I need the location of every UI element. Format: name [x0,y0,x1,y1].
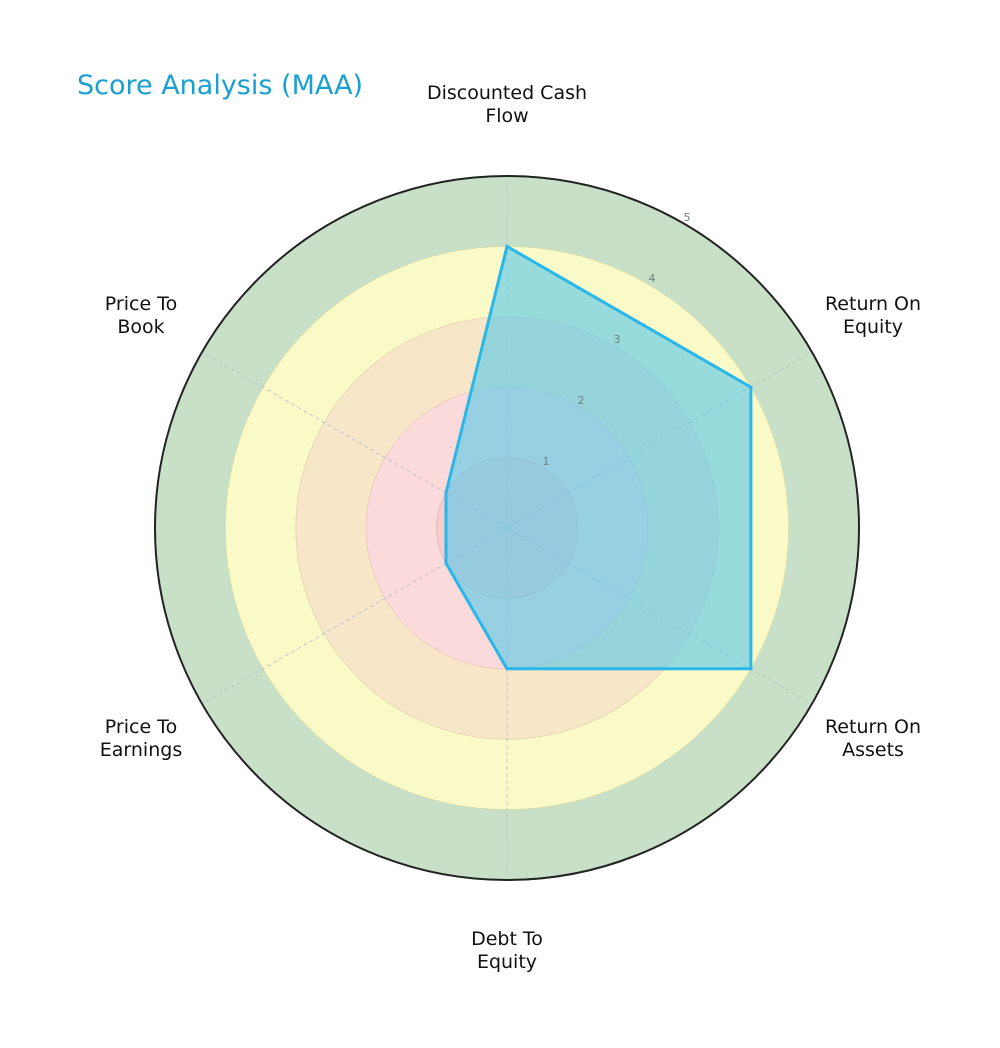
tick-5: 5 [684,211,691,224]
tick-1: 1 [543,455,550,468]
outer-border [154,175,860,881]
tick-4: 4 [649,272,656,285]
tick-2: 2 [578,394,585,407]
chart-title: Score Analysis (MAA) [77,70,364,101]
tick-3: 3 [614,333,621,346]
axis-label-return-on-equity: Return On Equity [824,293,922,338]
axis-label-return-on-assets: Return On Assets [824,716,922,761]
radial-ticks: 1 2 3 4 5 [543,211,691,468]
score-polygon [444,244,753,671]
axis-label-price-to-earnings: Price To Earnings [99,716,183,761]
axis-label-discounted-cash-flow: Discounted Cash Flow [426,82,588,127]
axis-label-debt-to-equity: Debt To Equity [471,928,543,973]
axis-label-price-to-book: Price To Book [104,293,178,338]
